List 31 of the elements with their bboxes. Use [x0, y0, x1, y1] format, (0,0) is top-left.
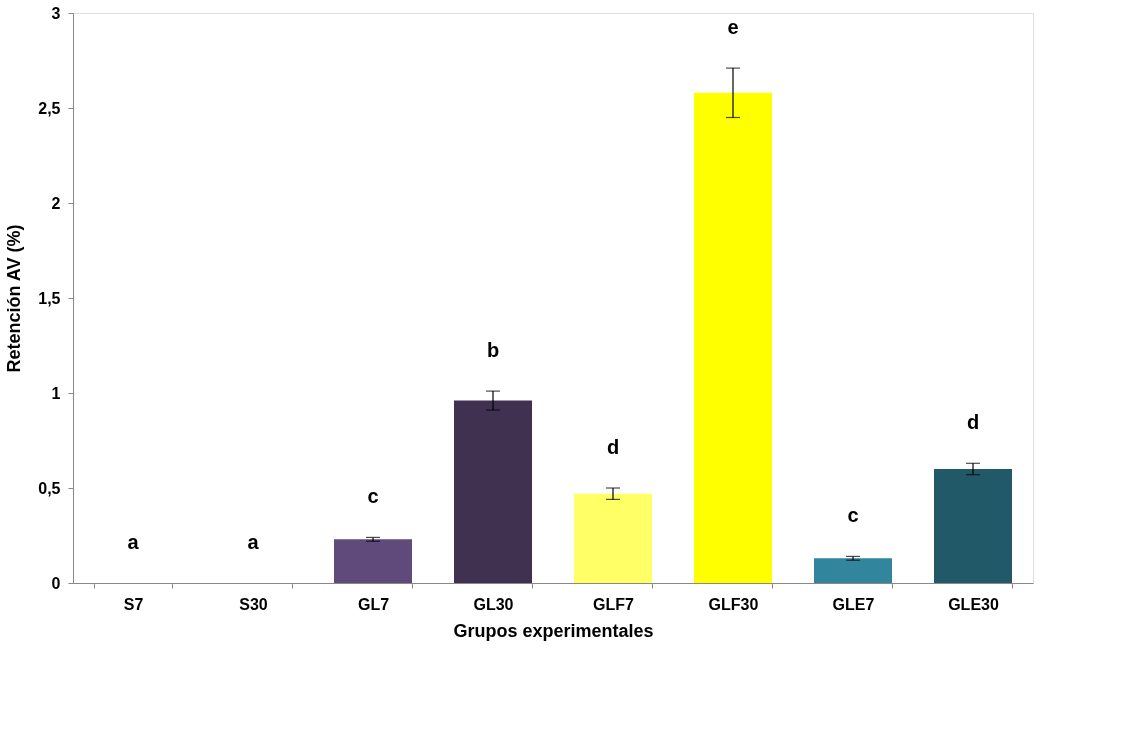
x-tick-label: S30: [239, 595, 268, 613]
bar: [814, 558, 892, 583]
x-tick-label: GL30: [473, 595, 514, 613]
bar: [694, 92, 772, 583]
data-label: d: [966, 411, 980, 434]
y-tick-label: 3: [51, 4, 61, 22]
y-axis-title: Retención AV (%): [4, 224, 25, 373]
x-tick-label: GLE7: [832, 595, 875, 613]
bar: [574, 493, 652, 583]
x-tick-label: S7: [123, 595, 144, 613]
x-axis-title: Grupos experimentales: [453, 620, 654, 641]
x-tick-label: GLF7: [593, 595, 635, 613]
bar: [454, 400, 532, 583]
bar: [334, 539, 412, 583]
data-label: a: [247, 531, 260, 553]
data-label: b: [486, 339, 500, 362]
data-label: d: [606, 436, 620, 458]
data-label: e: [727, 16, 739, 39]
data-label: c: [847, 504, 859, 527]
data-label: c: [367, 485, 379, 508]
data-label: a: [127, 531, 140, 553]
x-tick-label: GLF30: [708, 595, 759, 613]
y-tick-label: 1: [51, 384, 61, 402]
y-tick-label: 1,5: [38, 289, 61, 307]
bar: [934, 469, 1012, 583]
x-tick-label: GL7: [357, 595, 390, 613]
y-tick-label: 2,5: [38, 99, 61, 117]
x-tick-label: GLE30: [948, 595, 999, 613]
y-tick-label: 2: [51, 194, 61, 212]
y-tick-label: 0: [51, 574, 61, 592]
y-tick-label: 0,5: [38, 479, 61, 497]
